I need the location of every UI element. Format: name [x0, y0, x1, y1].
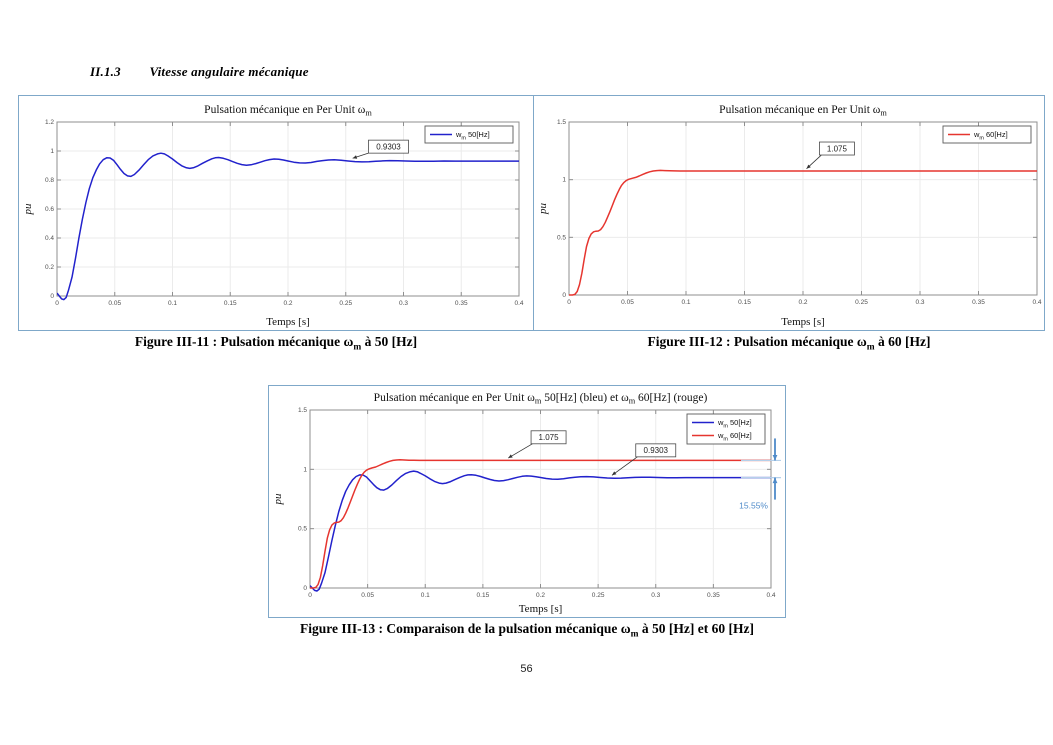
figure-caption-iii-13: Figure III-13 : Comparaison de la pulsat…: [300, 621, 754, 640]
svg-text:0.35: 0.35: [972, 299, 985, 306]
svg-text:0.15: 0.15: [738, 299, 751, 306]
chart-title: Pulsation mécanique en Per Unit ωm: [204, 104, 372, 118]
svg-text:1.5: 1.5: [557, 119, 566, 126]
diff-marker: 15.55%: [739, 438, 781, 511]
section-title: Vitesse angulaire mécanique: [149, 64, 309, 79]
svg-text:0.1: 0.1: [421, 592, 430, 599]
chart-title: Pulsation mécanique en Per Unit ωm: [719, 104, 887, 118]
svg-text:0.3: 0.3: [399, 300, 408, 307]
svg-text:0.2: 0.2: [798, 299, 807, 306]
annotation-1.075: 1.075: [508, 430, 567, 459]
svg-text:0.35: 0.35: [707, 592, 720, 599]
svg-text:1: 1: [562, 177, 566, 184]
svg-text:0.25: 0.25: [592, 592, 605, 599]
svg-text:0.15: 0.15: [224, 300, 237, 307]
svg-text:wm 60[Hz]: wm 60[Hz]: [973, 130, 1008, 142]
figure-caption-iii-12: Figure III-12 : Pulsation mécanique ωm à…: [647, 334, 931, 353]
axis-ticks: [56, 121, 520, 297]
svg-text:0.05: 0.05: [621, 299, 634, 306]
x-axis-label: Temps [s]: [519, 603, 563, 615]
svg-text:0: 0: [562, 292, 566, 299]
svg-text:0.05: 0.05: [108, 300, 121, 307]
y-axis-label: pu: [272, 493, 284, 506]
y-axis-label: pu: [537, 203, 549, 216]
svg-text:0.25: 0.25: [855, 299, 868, 306]
svg-text:1: 1: [50, 148, 54, 155]
tick-labels: 0 0.05 0.1 0.15 0.2 0.25 0.3 0.35 0.4 0 0.2 0.4 0.6 0…: [45, 119, 524, 307]
svg-text:1.5: 1.5: [298, 407, 307, 414]
svg-text:wm 50[Hz]: wm 50[Hz]: [455, 130, 490, 142]
svg-text:0.5: 0.5: [557, 234, 566, 241]
series-line-0: [310, 470, 771, 592]
chart-title: Pulsation mécanique en Per Unit ωm 50[Hz…: [374, 392, 708, 406]
series-line-1: [310, 459, 771, 589]
series-line-0: [569, 169, 1037, 296]
grid: [568, 121, 1038, 296]
legend: wm 50[Hz]: [424, 125, 514, 144]
svg-text:1.2: 1.2: [45, 119, 54, 126]
series-line-0: [57, 152, 519, 301]
svg-text:0.9303: 0.9303: [376, 142, 401, 151]
svg-text:0: 0: [55, 300, 59, 307]
svg-text:0: 0: [308, 592, 312, 599]
grid: [56, 121, 520, 297]
svg-text:1.075: 1.075: [827, 144, 848, 153]
page-number: 56: [520, 663, 533, 675]
chart-pulsation-comparison: 0 0.05 0.1 0.15 0.2 0.25 0.3 0.35 0.4 0 0.5 1 1.5 1.0…: [272, 392, 781, 615]
svg-text:0.05: 0.05: [361, 592, 374, 599]
svg-text:0: 0: [303, 585, 307, 592]
figure-pulsation-60hz: 0 0.05 0.1 0.15 0.2 0.25 0.3 0.35 0.4 0 0.5 1 1.5 1.0…: [533, 95, 1045, 331]
svg-text:0.2: 0.2: [45, 264, 54, 271]
figure-caption-iii-11: Figure III-11 : Pulsation mécanique ωm à…: [134, 334, 418, 353]
svg-text:0.2: 0.2: [283, 300, 292, 307]
legend: wm 60[Hz]: [942, 125, 1032, 144]
svg-text:0.25: 0.25: [339, 300, 352, 307]
svg-text:0.15: 0.15: [477, 592, 490, 599]
legend: wm 50[Hz]wm 60[Hz]: [686, 413, 766, 445]
annotation-0.9303: 0.9303: [611, 443, 677, 476]
y-axis-label: pu: [22, 203, 34, 216]
figure-pulsation-50hz: 0 0.05 0.1 0.15 0.2 0.25 0.3 0.35 0.4 0 0.2 0.4 0.6 0…: [18, 95, 534, 331]
svg-text:0.9303: 0.9303: [644, 446, 669, 455]
svg-text:0.4: 0.4: [766, 592, 775, 599]
svg-text:0.4: 0.4: [514, 300, 523, 307]
svg-text:0.2: 0.2: [536, 592, 545, 599]
svg-text:wm 50[Hz]: wm 50[Hz]: [717, 418, 752, 430]
svg-text:0.3: 0.3: [915, 299, 924, 306]
svg-text:0: 0: [50, 293, 54, 300]
x-axis-label: Temps [s]: [266, 316, 310, 328]
tick-labels: 0 0.05 0.1 0.15 0.2 0.25 0.3 0.35 0.4 0 0.5 1 1.5: [557, 119, 1042, 306]
svg-text:0: 0: [567, 299, 571, 306]
svg-text:0.3: 0.3: [651, 592, 660, 599]
svg-text:1.075: 1.075: [539, 433, 560, 442]
svg-text:0.1: 0.1: [168, 300, 177, 307]
svg-text:wm 60[Hz]: wm 60[Hz]: [717, 431, 752, 443]
x-axis-label: Temps [s]: [781, 316, 825, 328]
svg-text:0.1: 0.1: [681, 299, 690, 306]
annotation-1.075: 1.075: [806, 141, 855, 170]
tick-labels: 0 0.05 0.1 0.15 0.2 0.25 0.3 0.35 0.4 0 0.5 1 1.5: [298, 407, 776, 599]
chart-pulsation-50hz: 0 0.05 0.1 0.15 0.2 0.25 0.3 0.35 0.4 0 0.2 0.4 0.6 0…: [22, 104, 524, 328]
section-heading: II.1.3 Vitesse angulaire mécanique: [90, 64, 309, 80]
svg-text:0.5: 0.5: [298, 526, 307, 533]
diff-marker-label: 15.55%: [739, 501, 768, 511]
svg-text:0.6: 0.6: [45, 206, 54, 213]
svg-text:0.4: 0.4: [45, 235, 54, 242]
chart-pulsation-60hz: 0 0.05 0.1 0.15 0.2 0.25 0.3 0.35 0.4 0 0.5 1 1.5 1.0…: [537, 104, 1042, 328]
svg-text:0.35: 0.35: [455, 300, 468, 307]
svg-text:0.4: 0.4: [1032, 299, 1041, 306]
svg-text:0.8: 0.8: [45, 177, 54, 184]
annotation-0.9303: 0.9303: [352, 139, 409, 159]
figure-pulsation-comparison: 0 0.05 0.1 0.15 0.2 0.25 0.3 0.35 0.4 0 0.5 1 1.5 1.0…: [268, 385, 786, 618]
svg-text:1: 1: [303, 466, 307, 473]
section-number: II.1.3: [90, 64, 121, 79]
